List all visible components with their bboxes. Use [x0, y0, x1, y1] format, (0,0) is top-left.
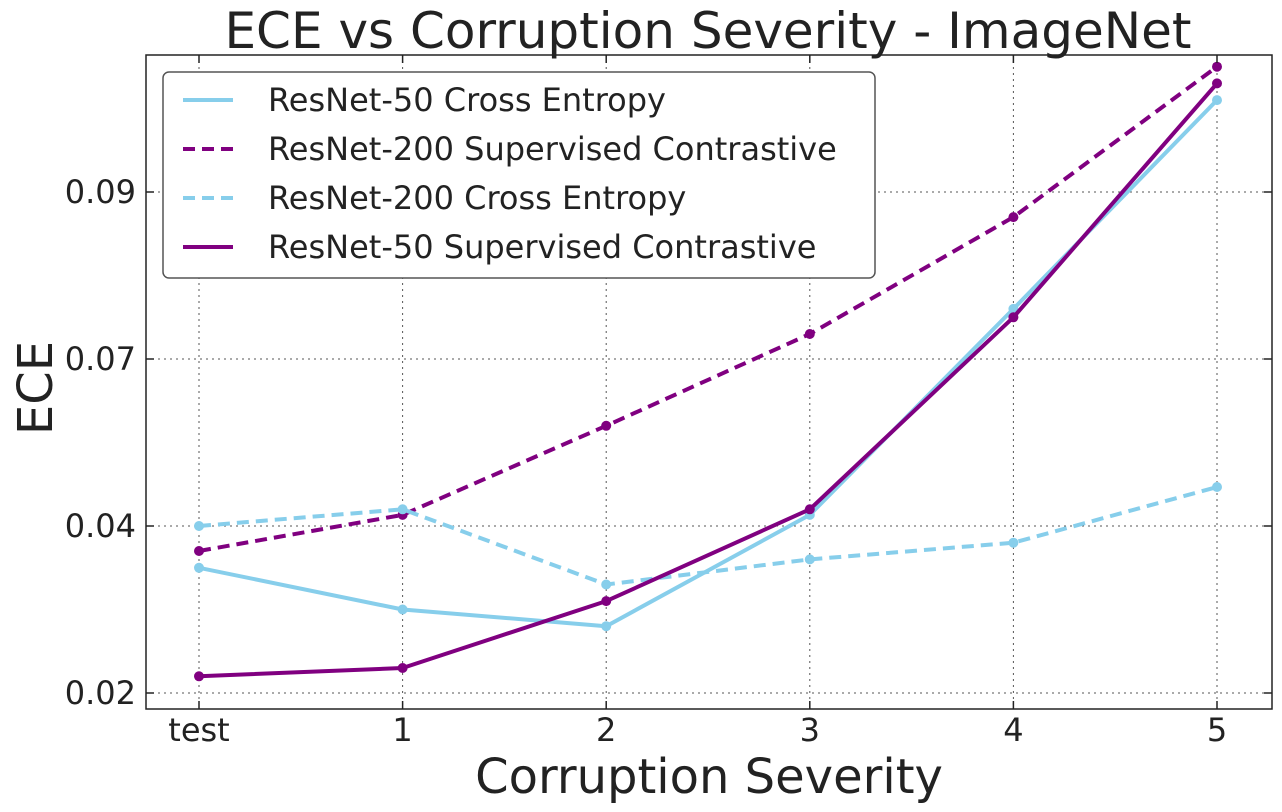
legend-label: ResNet-50 Supervised Contrastive: [268, 228, 816, 266]
data-point: [397, 663, 408, 673]
y-tick-label: 0.07: [65, 340, 136, 378]
data-point: [601, 621, 612, 632]
x-tick-label: 4: [1003, 711, 1023, 749]
x-tick-label: test: [168, 711, 229, 749]
data-point: [804, 504, 815, 515]
x-ticks: test 1 2 3 4 5: [168, 55, 1227, 749]
data-point: [1212, 95, 1222, 106]
y-tick-label: 0.04: [65, 507, 136, 545]
series-1: [194, 61, 1222, 556]
series-3: [194, 78, 1222, 682]
x-axis-label: Corruption Severity: [475, 749, 943, 805]
data-point: [1212, 61, 1222, 72]
y-tick-label: 0.02: [65, 674, 136, 712]
series-line: [198, 485, 1218, 587]
data-point: [397, 504, 408, 515]
data-point: [194, 546, 204, 556]
data-point: [1008, 212, 1019, 223]
data-point: [1008, 537, 1019, 548]
x-tick-label: 3: [800, 711, 820, 749]
y-tick-label: 0.09: [65, 173, 136, 211]
data-point: [1212, 482, 1222, 492]
data-point: [397, 604, 408, 615]
data-point: [601, 596, 612, 607]
series-layer: [194, 61, 1222, 682]
x-tick-label: 1: [392, 711, 412, 749]
data-point: [194, 671, 204, 682]
y-ticks: 0.02 0.04 0.07 0.09: [65, 173, 1272, 712]
data-point: [601, 579, 612, 590]
data-point: [1008, 312, 1019, 323]
x-tick-label: 2: [596, 711, 616, 749]
legend-label: ResNet-200 Cross Entropy: [268, 179, 686, 217]
y-axis-label: ECE: [8, 341, 64, 435]
data-point: [194, 562, 204, 573]
legend-label: ResNet-200 Supervised Contrastive: [268, 130, 837, 168]
series-line: [198, 82, 1219, 679]
chart-title: ECE vs Corruption Severity - ImageNet: [224, 2, 1191, 60]
plot-frame: [145, 54, 1273, 710]
x-tick-label: 5: [1207, 711, 1227, 749]
data-point: [804, 554, 815, 565]
series-line: [198, 65, 1219, 553]
series-2: [194, 482, 1222, 590]
data-point: [601, 420, 612, 431]
data-point: [194, 521, 204, 531]
legend-box: [162, 71, 876, 279]
data-point: [1212, 78, 1222, 89]
data-point: [804, 329, 815, 339]
legend: ResNet-50 Cross Entropy ResNet-200 Superv…: [162, 71, 876, 279]
legend-label: ResNet-50 Cross Entropy: [268, 81, 666, 119]
